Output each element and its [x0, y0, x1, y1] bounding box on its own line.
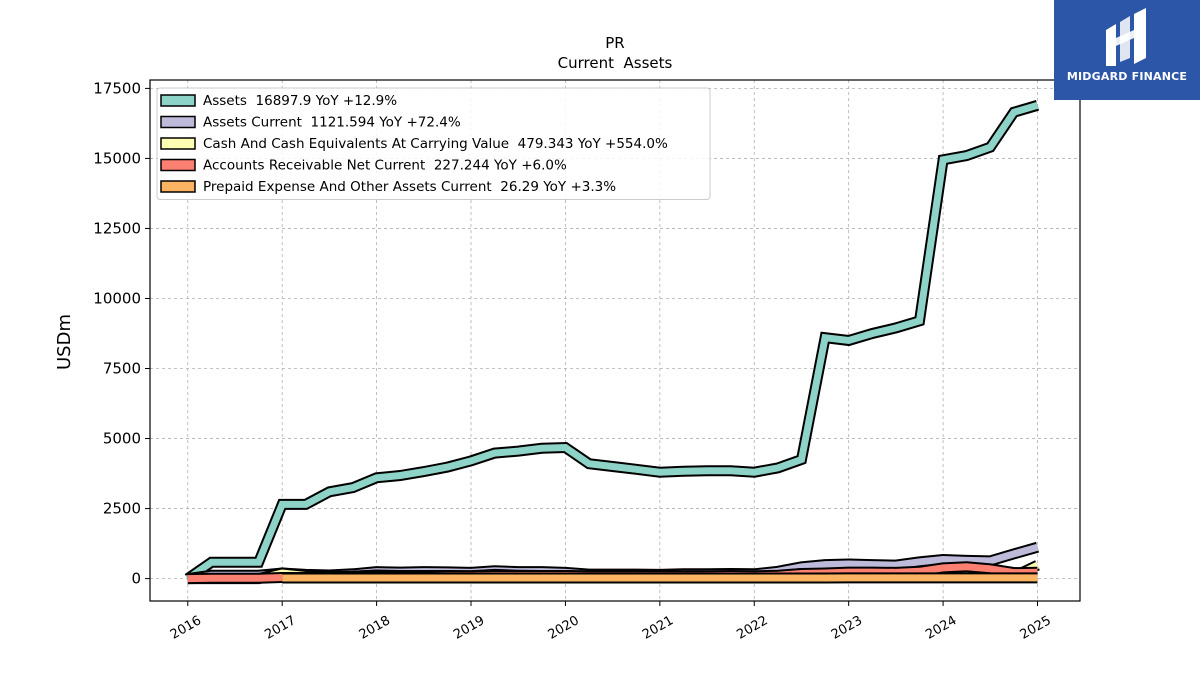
legend-swatch	[160, 94, 196, 107]
legend-label: Prepaid Expense And Other Assets Current…	[203, 179, 616, 195]
y-tick-label: 5000	[103, 430, 141, 448]
legend-swatch	[160, 158, 196, 172]
y-axis-label: USDm	[54, 314, 75, 370]
y-tick-label: 10000	[93, 289, 141, 307]
x-tick-label: 2024	[923, 613, 959, 643]
plot-frame	[149, 79, 1081, 602]
y-tick-label: 15000	[93, 149, 141, 167]
x-tick-label: 2021	[640, 613, 676, 643]
series-layer	[184, 100, 1040, 585]
x-tick-label: 2018	[357, 613, 393, 643]
legend-label: Cash And Cash Equivalents At Carrying Va…	[203, 136, 668, 152]
legend-swatch	[160, 180, 196, 193]
series-line	[185, 101, 1039, 582]
legend: Assets 16897.9 YoY +12.9% Assets Current …	[156, 87, 711, 200]
legend-label: Accounts Receivable Net Current 227.244 …	[203, 158, 567, 174]
y-tick-label: 17500	[93, 79, 141, 97]
logo-mark-icon	[1106, 8, 1146, 66]
legend-swatch	[160, 137, 196, 150]
chart-subtitle: Current Assets	[558, 54, 673, 72]
brand-name: MIDGARD FINANCE	[1066, 70, 1188, 83]
y-tick-label: 12500	[93, 219, 141, 237]
legend-swatch	[160, 115, 196, 129]
chart-title: PR	[605, 34, 624, 52]
x-tick-label: 2025	[1018, 613, 1054, 643]
x-tick-label: 2016	[168, 613, 204, 643]
y-tick-label: 2500	[103, 500, 141, 518]
x-tick-label: 2020	[546, 613, 582, 643]
x-tick-label: 2023	[829, 613, 865, 643]
x-tick-label: 2017	[262, 613, 298, 643]
legend-box	[156, 87, 711, 200]
legend-label: Assets 16897.9 YoY +12.9%	[203, 93, 397, 109]
y-tick-label: 0	[131, 570, 141, 588]
y-tick-label: 7500	[103, 360, 141, 378]
x-tick-label: 2022	[734, 613, 770, 643]
brand-logo: MIDGARD FINANCE	[1054, 0, 1200, 100]
legend-label: Assets Current 1121.594 YoY +72.4%	[203, 115, 461, 131]
x-tick-label: 2019	[451, 613, 487, 643]
